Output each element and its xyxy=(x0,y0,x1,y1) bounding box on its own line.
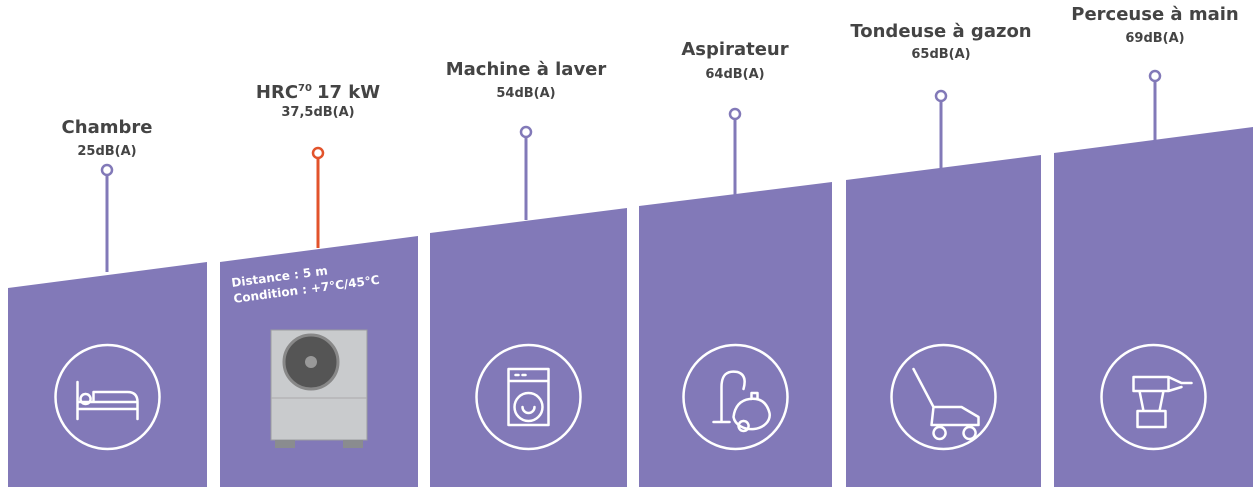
panel xyxy=(1054,127,1253,487)
item-value: 54dB(A) xyxy=(496,86,555,101)
unit-foot xyxy=(343,440,363,448)
stem-dot xyxy=(102,165,112,175)
panel xyxy=(639,182,832,487)
item-title: Aspirateur xyxy=(681,39,788,60)
item-value: 25dB(A) xyxy=(77,144,136,159)
item-title: Chambre xyxy=(62,117,153,138)
title-main: HRC xyxy=(256,82,298,103)
unit-hub xyxy=(305,356,317,368)
stem-dot xyxy=(1150,71,1160,81)
stem-dot xyxy=(936,91,946,101)
item-title: Perceuse à main xyxy=(1071,4,1238,25)
item-value: 69dB(A) xyxy=(1125,31,1184,46)
unit-foot xyxy=(275,440,295,448)
item-title: HRC70 17 kW xyxy=(256,82,380,103)
heat-pump xyxy=(271,330,367,448)
infographic: Chambre25dB(A)HRC7017 kWDistance : 5 mCo… xyxy=(0,0,1253,487)
panel xyxy=(430,208,627,487)
item-value: 65dB(A) xyxy=(911,47,970,62)
item-value: 64dB(A) xyxy=(705,67,764,82)
panel xyxy=(8,262,207,487)
stem-dot xyxy=(313,148,323,158)
stem-dot xyxy=(730,109,740,119)
item-title: Machine à laver xyxy=(446,59,607,80)
stem-dot xyxy=(521,127,531,137)
item-title: Tondeuse à gazon xyxy=(850,21,1031,42)
item-value: 37,5dB(A) xyxy=(281,105,354,120)
title-sup: 70 xyxy=(298,83,312,94)
title-rest: 17 kW xyxy=(317,82,380,103)
